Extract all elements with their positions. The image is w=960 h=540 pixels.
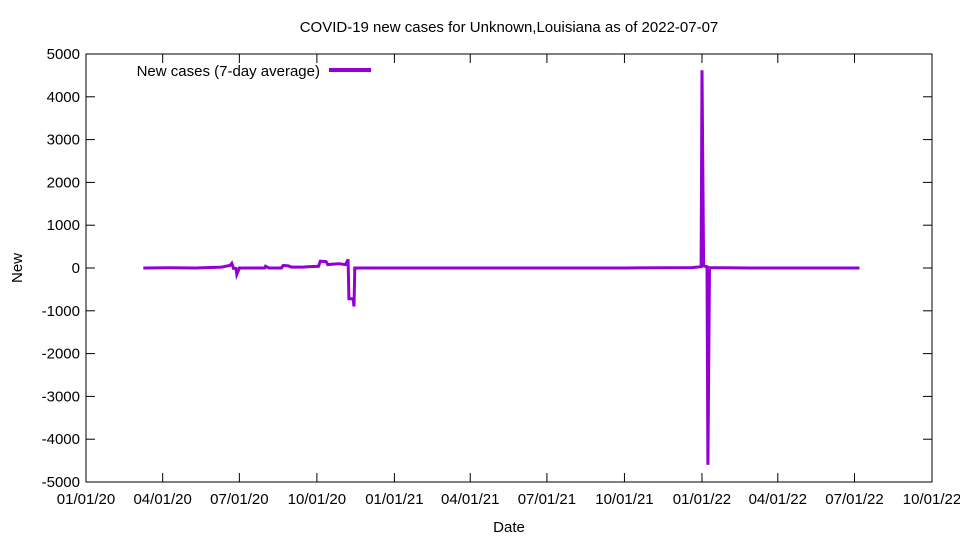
y-tick-label: 4000 [47, 89, 80, 106]
x-tick-label: 10/01/22 [903, 491, 960, 508]
plot-frame [85, 53, 933, 483]
x-tick-label: 10/01/20 [288, 491, 346, 508]
x-tick-label: 01/01/20 [57, 491, 115, 508]
x-axis-ticks: 01/01/20 04/01/20 07/01/20 10/01/20 01/01/21… [57, 54, 960, 508]
x-tick-label: 07/01/22 [825, 491, 883, 508]
y-axis-ticks: -5000 -4000 -3000 -2000 -1000 0 1000 2000 3000 40… [42, 46, 932, 491]
chart-title: COVID-19 new cases for Unknown,Louisiana… [300, 19, 719, 36]
y-tick-label: 1000 [47, 217, 80, 234]
x-tick-label: 10/01/21 [595, 491, 653, 508]
x-tick-label: 04/01/21 [441, 491, 499, 508]
y-axis-label: New [9, 253, 26, 283]
x-tick-label: 07/01/21 [518, 491, 576, 508]
y-tick-label: -2000 [42, 346, 80, 363]
x-tick-label: 07/01/20 [210, 491, 268, 508]
x-axis-label: Date [493, 519, 525, 536]
x-tick-label: 01/01/22 [673, 491, 731, 508]
y-tick-label: 5000 [47, 46, 80, 63]
legend: New cases (7-day average) [137, 63, 371, 80]
y-tick-label: -1000 [42, 303, 80, 320]
y-tick-label: 3000 [47, 132, 80, 149]
y-tick-label: 0 [72, 260, 80, 277]
legend-label: New cases (7-day average) [137, 63, 320, 80]
x-tick-label: 04/01/22 [749, 491, 807, 508]
y-tick-label: -4000 [42, 431, 80, 448]
x-tick-label: 01/01/21 [365, 491, 423, 508]
series-line [143, 70, 860, 465]
x-tick-label: 04/01/20 [133, 491, 191, 508]
y-tick-label: 2000 [47, 174, 80, 191]
y-tick-label: -5000 [42, 474, 80, 491]
y-tick-label: -3000 [42, 388, 80, 405]
